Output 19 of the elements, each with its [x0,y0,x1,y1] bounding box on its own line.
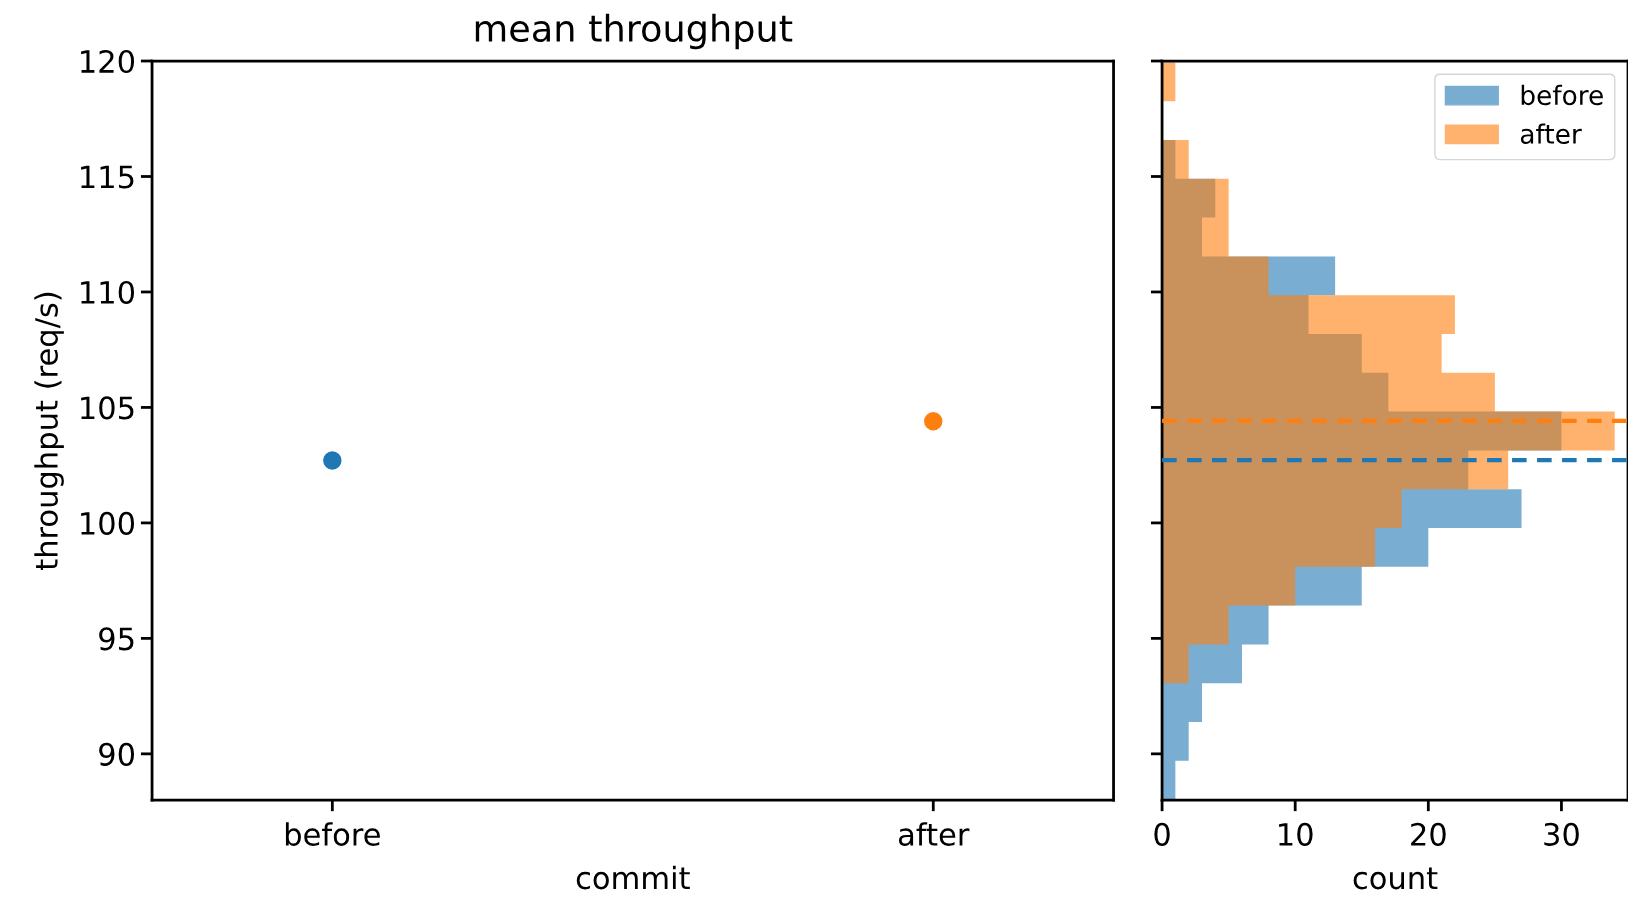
x-tick-label: 30 [1544,822,1579,846]
y-tick-label: 120 [81,49,135,74]
y-tick-label: 90 [99,742,135,766]
legend-label: before [1521,84,1603,106]
y-tick-label: 100 [81,511,135,535]
x-axis-title: commit [576,865,690,890]
y-tick-label: 110 [81,280,135,305]
x-tick-label: 20 [1411,822,1446,846]
y-tick-label: 105 [81,396,134,420]
y-tick-label: 95 [99,627,134,651]
x-axis-title: count [1353,867,1438,890]
x-tick-label: before [285,822,380,846]
chart-title: mean throughput [475,13,793,50]
x-tick-label: 0 [1154,822,1170,846]
y-axis-title: throughput (req/s) [34,292,64,571]
x-tick-label: after [898,822,970,846]
x-tick-label: 10 [1279,822,1313,846]
y-tick-label: 115 [81,165,134,189]
legend-label: after [1520,123,1582,144]
